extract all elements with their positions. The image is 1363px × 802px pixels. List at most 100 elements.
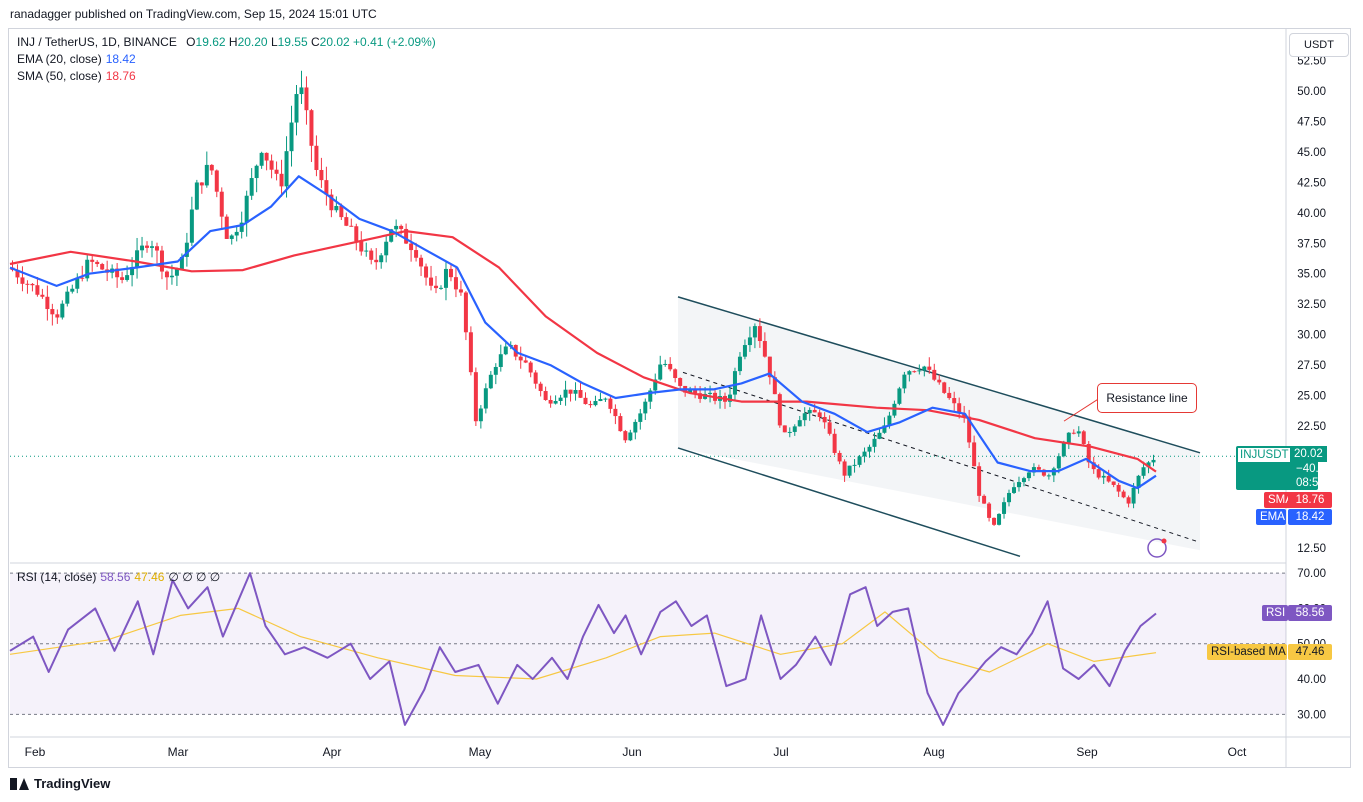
candle-body (154, 246, 159, 251)
candle-body (1021, 478, 1026, 483)
candle-body (817, 412, 822, 417)
candle-body (982, 495, 987, 504)
bar-countdown: 08:58:16 (1296, 477, 1341, 489)
candle-body (588, 404, 593, 406)
candle-body (468, 332, 473, 373)
candle-body (130, 267, 135, 276)
rsi-legend-label: RSI (14, close) (17, 570, 97, 584)
price-tick-label: 22.50 (1297, 421, 1326, 433)
sma-tag-value: 18.76 (1288, 492, 1332, 508)
candle-body (409, 243, 414, 251)
candle-body (50, 309, 55, 315)
ema-tag-label: EMA (1256, 509, 1286, 525)
candle-body (125, 275, 130, 280)
rsi-tick-label: 70.00 (1297, 568, 1326, 580)
candle-body (314, 145, 319, 170)
candle-body (688, 389, 693, 393)
candle-body (443, 268, 448, 288)
ema-legend-label: EMA (20, close) (17, 52, 102, 66)
candle-body (1002, 502, 1007, 514)
price-tick-label: 30.00 (1297, 330, 1326, 342)
candle-body (209, 164, 214, 171)
candle-body (1131, 487, 1136, 504)
candle-body (777, 394, 782, 426)
candle-body (284, 151, 289, 187)
sma50-line (9, 230, 1157, 473)
candle-body (1011, 487, 1016, 493)
currency-button[interactable]: USDT (1289, 33, 1349, 57)
price-tick-label: 12.50 (1297, 543, 1326, 555)
candle-body (912, 371, 917, 373)
time-tick-label: Feb (25, 745, 46, 759)
candle-body (80, 277, 85, 279)
rsi-tag-value: 58.56 (1288, 605, 1332, 621)
candle-body (742, 345, 747, 357)
candle-body (663, 363, 668, 365)
high-value: 20.20 (237, 35, 268, 49)
candle-body (249, 178, 254, 196)
candle-body (767, 356, 772, 378)
candle-body (907, 371, 912, 375)
candle-body (543, 391, 548, 400)
candle-body (194, 182, 199, 210)
candle-body (967, 416, 972, 443)
rsi-legend-extra: ∅ ∅ ∅ ∅ (168, 570, 221, 584)
candle-body (199, 182, 204, 186)
rsi-tick-label: 40.00 (1297, 674, 1326, 686)
candle-body (214, 170, 219, 192)
candle-body (762, 341, 767, 357)
candle-body (1036, 467, 1041, 470)
candle-body (1086, 443, 1091, 463)
candle-body (987, 503, 992, 518)
resistance-annotation[interactable]: Resistance line (1097, 383, 1197, 413)
candle-body (299, 87, 304, 95)
candle-body (827, 422, 832, 434)
price-tick-label: 50.00 (1297, 86, 1326, 98)
candle-body (483, 388, 488, 409)
candle-body (40, 294, 45, 297)
candle-body (1111, 481, 1116, 485)
candle-body (239, 222, 244, 232)
candle-body (1066, 432, 1071, 443)
price-tick-label: 40.00 (1297, 208, 1326, 220)
candle-body (438, 287, 443, 289)
candle-body (698, 393, 703, 399)
candle-body (20, 277, 25, 284)
candle-body (917, 370, 922, 372)
candle-body (668, 363, 673, 370)
candle-body (937, 379, 942, 383)
low-value: 19.55 (277, 35, 308, 49)
candle-body (628, 432, 633, 441)
candle-body (319, 169, 324, 181)
candle-body (65, 291, 70, 304)
candle-body (1096, 469, 1101, 478)
candle-body (448, 268, 453, 278)
candle-body (279, 173, 284, 187)
candle-body (832, 433, 837, 453)
sma-legend-label: SMA (50, close) (17, 69, 102, 83)
rsi-tick-label: 30.00 (1297, 709, 1326, 721)
candle-body (787, 431, 792, 433)
candle-body (877, 432, 882, 439)
candle-body (528, 362, 533, 373)
candle-body (503, 346, 508, 355)
time-tick-label: Oct (1228, 745, 1247, 759)
candle-body (100, 264, 105, 270)
candle-body (942, 382, 947, 393)
candle-body (1031, 467, 1036, 473)
candle-body (1126, 497, 1131, 504)
candle-body (329, 194, 334, 211)
candle-body (493, 366, 498, 375)
candle-body (1071, 432, 1076, 434)
tradingview-brand[interactable]: TradingView (10, 776, 110, 791)
candle-body (379, 255, 384, 263)
candle-body (364, 250, 369, 252)
candle-body (977, 466, 982, 496)
candle-body (902, 374, 907, 389)
candle-body (732, 371, 737, 395)
rsi-line (9, 572, 1157, 726)
candle-body (613, 408, 618, 417)
candle-body (219, 191, 224, 217)
candle-body (1041, 469, 1046, 476)
